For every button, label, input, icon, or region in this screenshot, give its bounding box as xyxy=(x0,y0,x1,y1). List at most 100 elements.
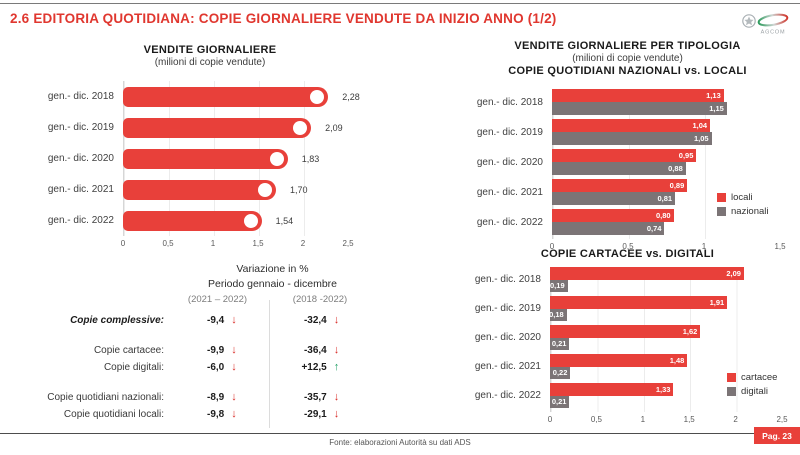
value: -32,4 xyxy=(303,315,327,326)
row-label: Copie complessive: xyxy=(70,315,164,326)
value-label: 0,22 xyxy=(552,368,568,378)
value-label: 2,09 xyxy=(325,122,343,133)
value-label: 2,09 xyxy=(726,268,741,278)
value-label: 0,74 xyxy=(646,224,662,233)
axis-tick: 1 xyxy=(210,239,216,248)
bar-group: 0,95 0,88 xyxy=(552,149,697,175)
agcom-swoosh-icon xyxy=(757,13,789,27)
bar xyxy=(123,148,288,169)
nazionali-bar: 1,05 xyxy=(552,132,712,145)
x-axis: 0 0,5 1 1,5 2 2,5 xyxy=(121,236,354,250)
bar-dot xyxy=(293,120,308,135)
value: -8,9 xyxy=(207,392,225,403)
chart-row: gen.- dic. 2019 1,91 0,18 xyxy=(455,296,800,321)
chart-row: gen.- dic. 2021 1,48 0,22 xyxy=(455,354,800,379)
value-cell: -35,7 ↓ xyxy=(265,392,375,404)
legend: locali nazionali xyxy=(717,192,769,220)
chart-subtitle: (milioni di copie vendute) xyxy=(154,57,266,68)
variation-table: Variazione in % Periodo gennaio - dicemb… xyxy=(30,262,380,428)
value-label: 0,89 xyxy=(669,181,685,190)
chart-cartacee-vs-digitali: COPIE CARTACEE vs. DIGITALI gen.- dic. 2… xyxy=(455,248,800,426)
legend-label: cartacee xyxy=(741,372,778,383)
axis-tick: 0,5 xyxy=(590,415,602,424)
nazionali-bar: 0,88 xyxy=(552,162,686,175)
value: -6,0 xyxy=(207,362,225,373)
value-label: 1,62 xyxy=(682,326,698,336)
cartacee-bar: 1,33 xyxy=(550,383,674,396)
chart-row: gen.- dic. 2021 0,89 0,81 xyxy=(455,179,800,205)
source-note: Fonte: elaborazioni Autorità su dati ADS xyxy=(329,438,471,447)
chart-row: gen.- dic. 2020 1,62 0,21 xyxy=(455,325,800,350)
value-label: 0,95 xyxy=(678,151,694,160)
axis-tick: 2,5 xyxy=(776,415,788,424)
axis-tick: 1,5 xyxy=(252,239,264,248)
digitali-bar: 0,21 xyxy=(550,337,570,350)
category-label: gen.- dic. 2022 xyxy=(47,215,114,226)
bar-group: 1,62 0,21 xyxy=(550,325,701,350)
axis-tick: 0 xyxy=(549,242,555,251)
arrow-down-icon: ↓ xyxy=(231,408,237,420)
chart-row: gen.- dic. 2019 2,09 xyxy=(45,112,375,143)
arrow-down-icon: ↓ xyxy=(231,361,237,373)
axis-tick: 1 xyxy=(701,242,707,251)
chart-row: gen.- dic. 2022 1,54 xyxy=(45,205,375,236)
legend-swatch-digitali xyxy=(727,387,736,396)
legend-swatch-nazionali xyxy=(717,207,726,216)
chart-row: gen.- dic. 2018 1,13 1,15 xyxy=(455,89,800,115)
value-label: 1,48 xyxy=(669,355,685,365)
table-row: Copie quotidiani locali: -9,8 ↓ -29,1 ↓ xyxy=(30,406,380,423)
legend-label: digitali xyxy=(741,386,768,397)
value-cell: -36,4 ↓ xyxy=(265,345,375,357)
bar-group: 2,09 0,19 xyxy=(550,267,744,292)
chart-title: COPIE CARTACEE vs. DIGITALI xyxy=(540,248,715,260)
chart-title-2: COPIE QUOTIDIANI NAZIONALI vs. LOCALI xyxy=(508,65,747,77)
axis-tick: 0,5 xyxy=(622,242,634,251)
value-label: 0,21 xyxy=(551,339,567,349)
bar-group: 1,13 1,15 xyxy=(552,89,727,115)
arrow-down-icon: ↓ xyxy=(231,344,237,356)
arrow-down-icon: ↓ xyxy=(231,314,237,326)
republic-emblem-icon xyxy=(742,14,756,28)
table-row: Copie complessive: -9,4 ↓ -32,4 ↓ xyxy=(30,312,380,329)
chart-row: gen.- dic. 2022 1,33 0,21 xyxy=(455,383,800,408)
axis-tick: 2,5 xyxy=(342,239,354,248)
bar xyxy=(123,179,276,200)
value-label: 1,54 xyxy=(275,215,294,226)
category-label: gen.- dic. 2021 xyxy=(474,361,541,372)
bar-dot xyxy=(243,213,258,228)
axis-tick: 1 xyxy=(640,415,646,424)
page-number-badge: Pag. 23 xyxy=(754,427,800,444)
value-cell: -29,1 ↓ xyxy=(265,409,375,421)
locali-bar: 0,89 xyxy=(552,179,688,192)
nazionali-bar: 0,81 xyxy=(552,192,676,205)
chart-row: gen.- dic. 2019 1,04 1,05 xyxy=(455,119,800,145)
bar xyxy=(123,86,329,107)
bar-dot xyxy=(258,182,272,197)
category-label: gen.- dic. 2022 xyxy=(476,216,543,228)
bar-group: 1,04 1,05 xyxy=(552,119,712,145)
value-label: 1,05 xyxy=(693,134,709,143)
legend-label: nazionali xyxy=(731,206,769,217)
category-label: gen.- dic. 2019 xyxy=(476,126,543,138)
page-title: 2.6 EDITORIA QUOTIDIANA: COPIE GIORNALIE… xyxy=(10,11,557,26)
row-label: Copie quotidiani nazionali: xyxy=(47,392,164,403)
arrow-down-icon: ↓ xyxy=(333,314,340,326)
chart-subtitle: (milioni di copie vendute) xyxy=(572,53,683,64)
value-label: 1,04 xyxy=(692,121,708,130)
arrow-up-icon: ↑ xyxy=(333,361,340,373)
axis-tick: 2 xyxy=(300,239,306,248)
agcom-logo-text: AGCOM xyxy=(761,30,786,36)
value-cell: -9,4 ↓ xyxy=(170,314,265,327)
table-row: Copie cartacee: -9,9 ↓ -36,4 ↓ xyxy=(30,342,380,359)
category-label: gen.- dic. 2020 xyxy=(476,156,543,168)
digitali-bar: 0,18 xyxy=(549,308,567,321)
chart-nazionali-vs-locali: VENDITE GIORNALIERE PER TIPOLOGIA (milio… xyxy=(455,40,800,253)
value-label: 1,33 xyxy=(655,384,671,394)
x-axis: 0 0,5 1 1,5 2 2,5 xyxy=(548,412,788,426)
bar-group: 0,80 0,74 xyxy=(552,209,674,235)
table-column-divider xyxy=(269,300,270,428)
digitali-bar: 0,19 xyxy=(550,279,568,292)
locali-bar: 1,13 xyxy=(552,89,724,102)
value: -29,1 xyxy=(303,409,327,420)
cartacee-bar: 1,48 xyxy=(550,354,688,367)
